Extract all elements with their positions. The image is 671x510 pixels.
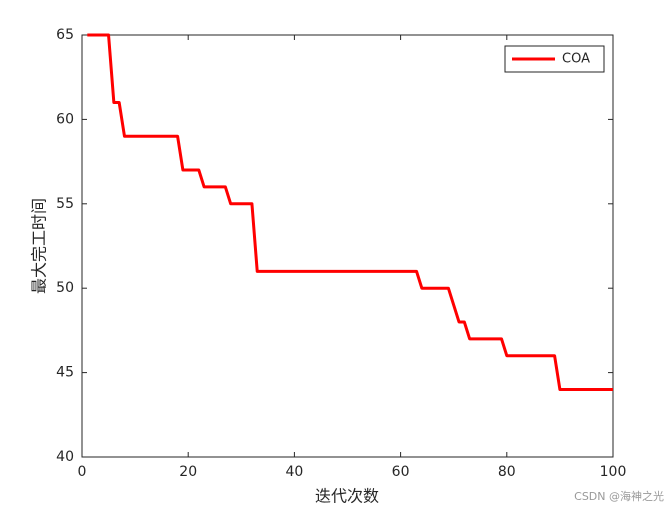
x-tick-label: 80 — [498, 464, 516, 480]
data-line — [87, 33, 613, 391]
legend-label: COA — [562, 52, 590, 67]
y-tick-label: 60 — [56, 111, 74, 127]
x-tick-label: 60 — [392, 464, 410, 480]
plot-box — [81, 34, 614, 458]
y-tick-label: 45 — [56, 365, 74, 381]
y-tick-label: 40 — [56, 449, 74, 465]
x-axis-label: 迭代次数 — [315, 487, 379, 506]
x-tick-label: 0 — [78, 464, 87, 480]
x-tick-label: 20 — [179, 464, 197, 480]
y-tick-label: 55 — [56, 196, 74, 212]
x-tick-label: 40 — [285, 464, 303, 480]
x-tick-label: 100 — [600, 464, 627, 480]
y-tick-label: 50 — [56, 280, 74, 296]
y-axis-label: 最大完工时间 — [30, 198, 49, 294]
watermark: CSDN @海神之光 — [574, 489, 664, 503]
y-tick-label: 65 — [56, 27, 74, 43]
